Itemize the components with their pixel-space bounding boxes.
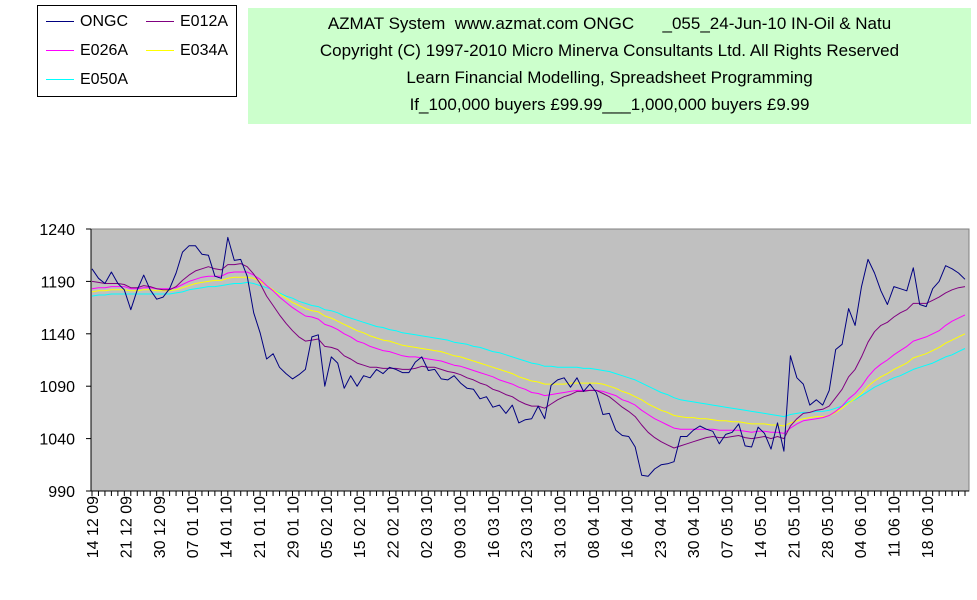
- x-tick-label: 07 05 10: [720, 496, 737, 558]
- series-line-e026a: [91, 271, 966, 434]
- x-tick-label: 21 12 09: [118, 496, 135, 558]
- header-line-3: Learn Financial Modelling, Spreadsheet P…: [406, 68, 813, 87]
- x-tick-label: 16 04 10: [619, 496, 636, 558]
- x-tick-label: 09 03 10: [452, 496, 469, 558]
- x-tick-label: 14 01 10: [219, 496, 236, 558]
- x-tick-label: 04 06 10: [853, 496, 870, 558]
- series-line-e034a: [91, 276, 966, 427]
- legend-swatch-e034a: [146, 50, 174, 52]
- y-tick-label: 1240: [39, 222, 75, 239]
- x-tick-label: 16 03 10: [486, 496, 503, 558]
- series-layer: [91, 236, 966, 477]
- x-tick-label: 23 03 10: [519, 496, 536, 558]
- chart-legend: ONGC E012A E026A E034A E050A: [37, 5, 237, 97]
- legend-item-e026a: E026A: [46, 41, 128, 61]
- y-tick-label: 1140: [41, 327, 76, 344]
- x-tick-label: 21 01 10: [252, 496, 269, 558]
- legend-item-ongc: ONGC: [46, 12, 128, 32]
- x-tick-label: 30 04 10: [686, 496, 703, 558]
- y-tick-label: 1090: [39, 379, 75, 396]
- series-line-ongc: [91, 236, 966, 477]
- legend-label-e012a: E012A: [180, 13, 229, 30]
- x-tick-label: 14 12 09: [85, 496, 102, 558]
- header-line-1: AZMAT System www.azmat.com ONGC _055_24-…: [327, 14, 892, 33]
- x-tick-label: 11 06 10: [887, 496, 904, 557]
- x-tick-label: 28 05 10: [820, 496, 837, 558]
- x-tick-label: 29 01 10: [285, 496, 302, 558]
- legend-item-e012a: E012A: [146, 12, 228, 32]
- legend-label-e026a: E026A: [80, 42, 129, 59]
- x-tick-label: 22 02 10: [386, 496, 403, 558]
- x-tick-label: 15 02 10: [352, 496, 369, 558]
- x-tick-label: 23 04 10: [653, 496, 670, 558]
- header-info-box: AZMAT System www.azmat.com ONGC _055_24-…: [248, 8, 971, 124]
- x-tick-label: 21 05 10: [786, 496, 803, 558]
- x-tick-label: 31 03 10: [553, 496, 570, 558]
- y-tick-label: 1190: [41, 274, 76, 291]
- y-tick-label: 1040: [39, 432, 75, 449]
- x-tick-label: 05 02 10: [319, 496, 336, 558]
- series-line-e012a: [91, 263, 966, 449]
- header-line-2: Copyright (C) 1997-2010 Micro Minerva Co…: [319, 41, 900, 60]
- x-tick-label: 07 01 10: [185, 496, 202, 558]
- legend-label-e034a: E034A: [180, 42, 229, 59]
- legend-swatch-e026a: [46, 50, 74, 52]
- legend-swatch-e012a: [146, 21, 174, 23]
- legend-label-ongc: ONGC: [80, 13, 128, 30]
- plot-area: [90, 228, 970, 492]
- series-line-e050a: [91, 281, 966, 418]
- legend-item-e034a: E034A: [146, 41, 228, 61]
- axis-layer: 990 1040 1090 1140 1190 1240 14 12 09 21 12 09 3…: [39, 222, 969, 558]
- legend-label-e050a: E050A: [80, 71, 129, 88]
- y-tick-label: 990: [48, 484, 75, 501]
- x-tick-label: 02 03 10: [419, 496, 436, 558]
- x-tick-label: 30 12 09: [152, 496, 169, 558]
- x-tick-label: 14 05 10: [753, 496, 770, 558]
- legend-item-e050a: E050A: [46, 70, 128, 90]
- x-tick-label: 08 04 10: [586, 496, 603, 558]
- legend-swatch-e050a: [46, 79, 74, 81]
- legend-swatch-ongc: [46, 21, 74, 23]
- header-line-4: If_100,000 buyers £99.99___1,000,000 buy…: [409, 95, 810, 114]
- x-tick-label: 18 06 10: [920, 496, 937, 558]
